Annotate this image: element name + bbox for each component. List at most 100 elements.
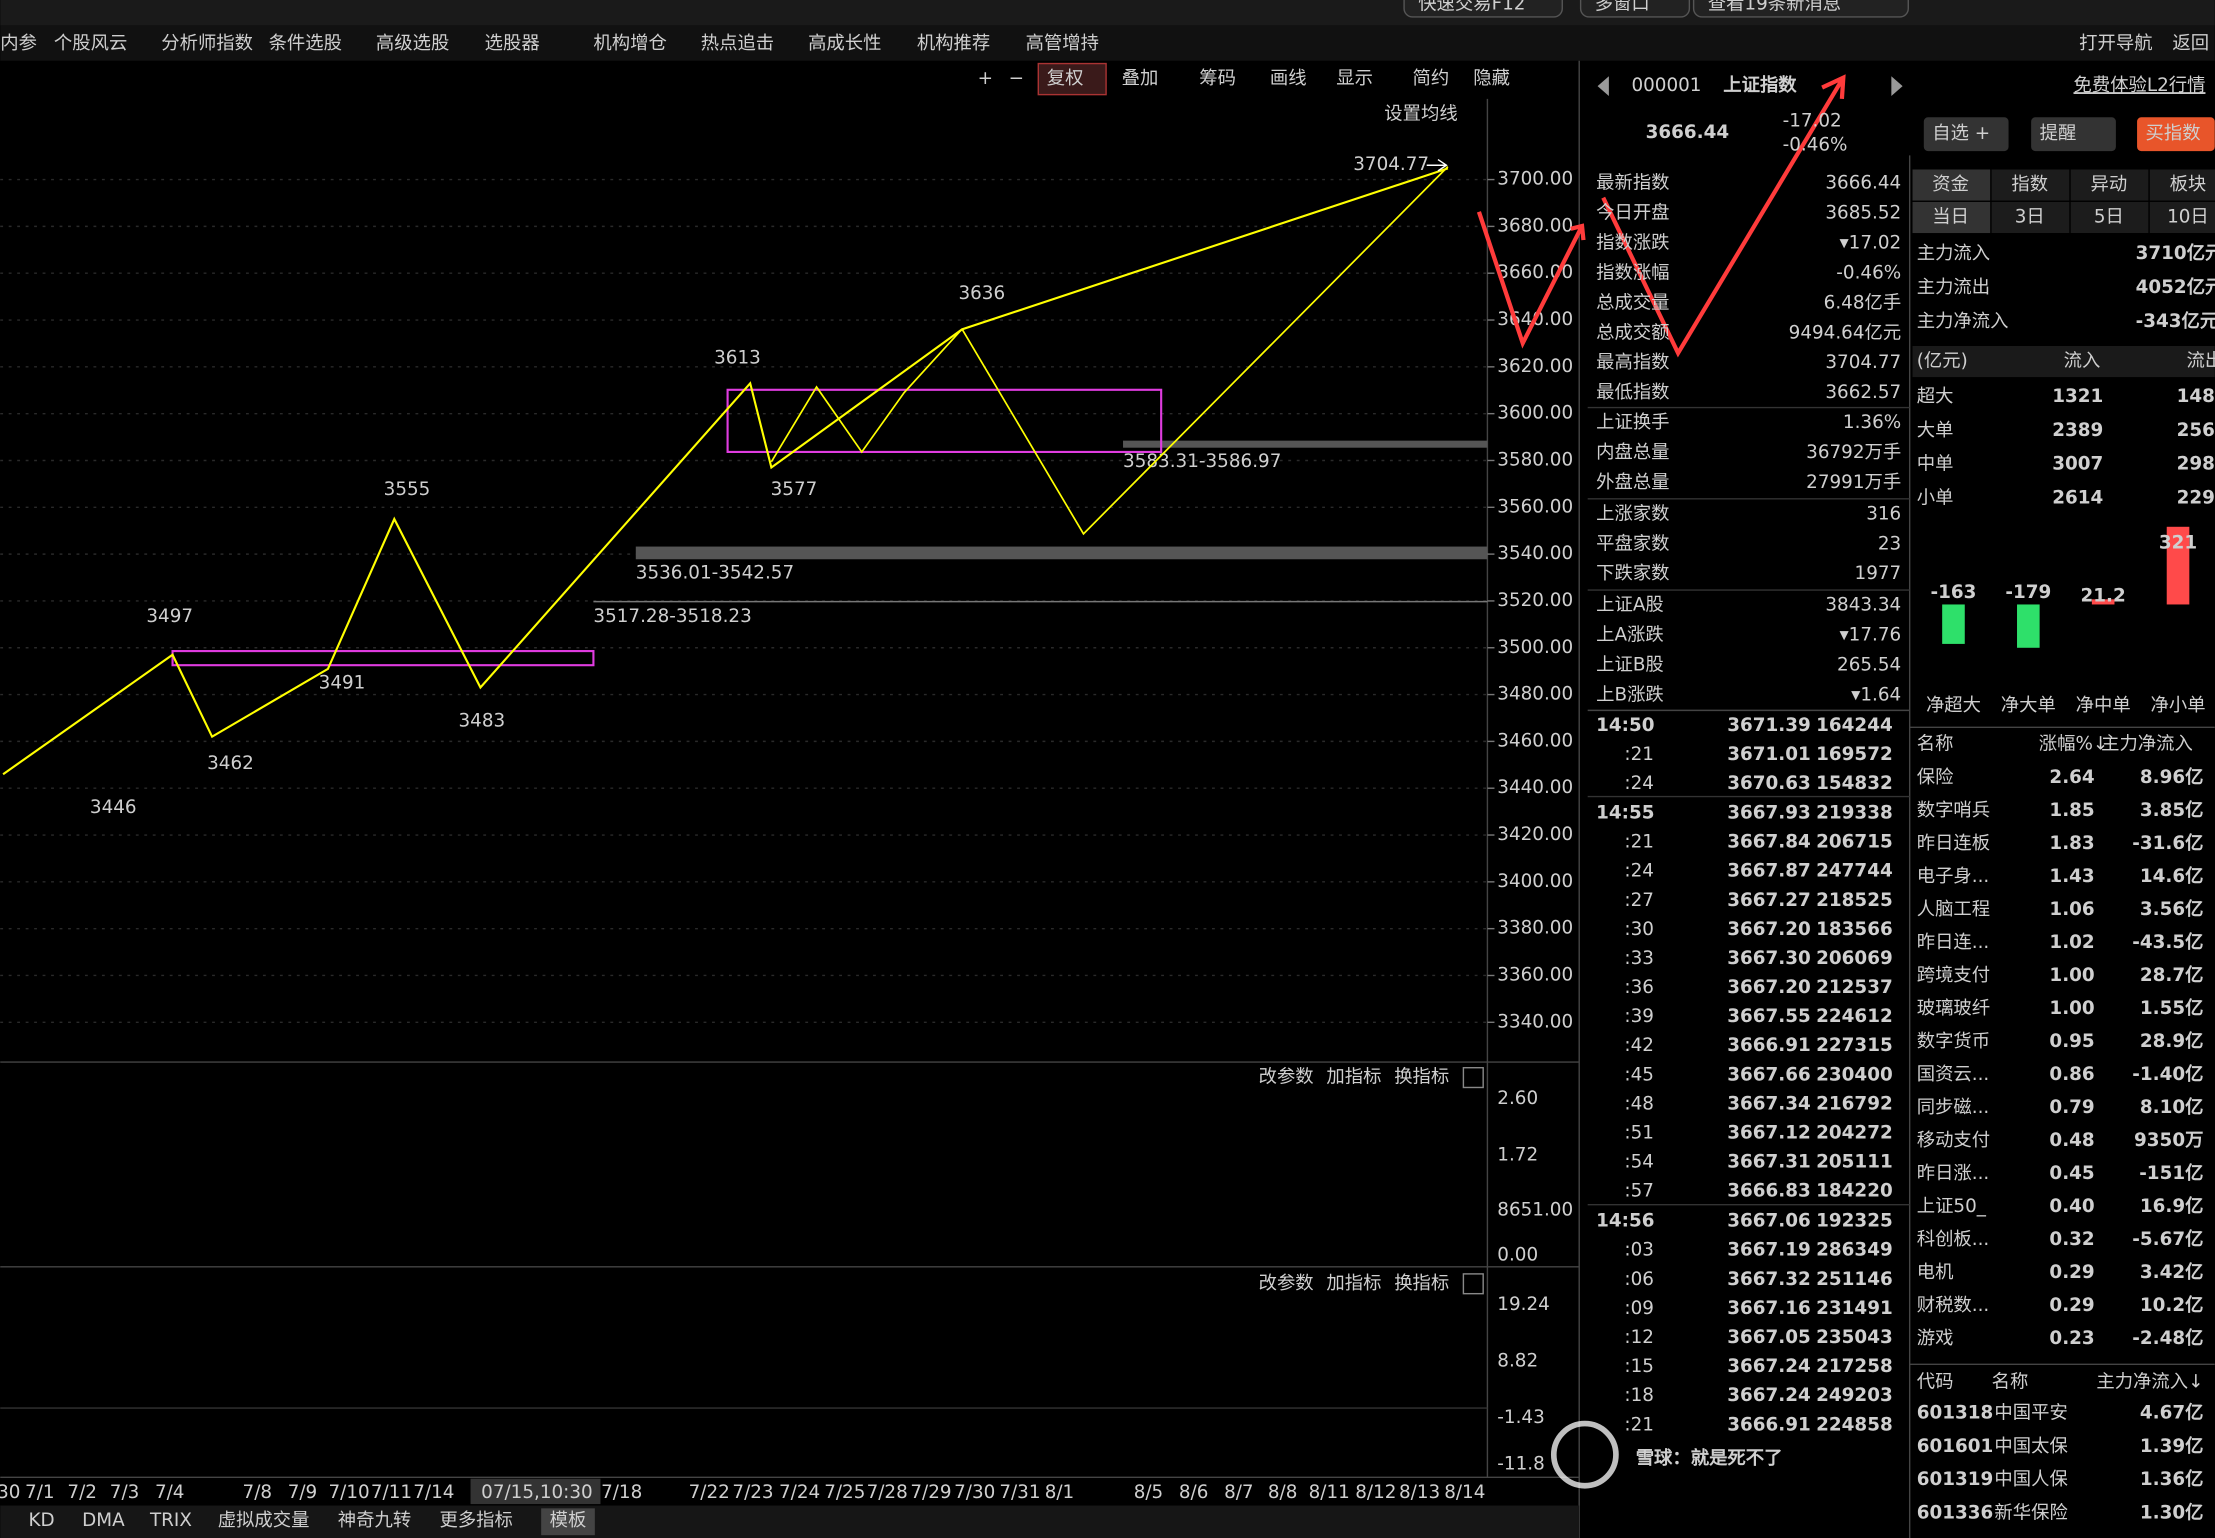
top-tab-label[interactable]: 查看19条新消息 — [1708, 0, 1841, 14]
toolbar-button[interactable]: 复权 — [1047, 68, 1084, 89]
sector-name[interactable]: 保险 — [1917, 767, 1954, 788]
indicator-tab[interactable]: 虚拟成交量 — [218, 1510, 310, 1531]
indicator-button[interactable]: 换指标 — [1394, 1067, 1449, 1088]
stock-name[interactable]: 中国人保 — [1994, 1469, 2067, 1490]
period-tab[interactable] — [2149, 201, 2215, 234]
toolbar-button[interactable]: 隐藏 — [1473, 68, 1510, 89]
toolbar-button[interactable]: − — [1009, 68, 1024, 89]
period-tab[interactable] — [1991, 201, 2070, 234]
toolbar-button[interactable]: 叠加 — [1122, 68, 1159, 89]
top-tab[interactable] — [1692, 0, 1909, 18]
menu-item[interactable]: 内参 — [0, 33, 37, 54]
stock-code[interactable]: 601601 — [1917, 1436, 1994, 1457]
sector-name[interactable]: 昨日连板 — [1917, 833, 1990, 854]
period-tab-label[interactable]: 10日 — [2167, 206, 2209, 227]
stock-name[interactable]: 中国太保 — [1994, 1436, 2067, 1457]
capital-tab-label[interactable]: 指数 — [2011, 174, 2048, 195]
indicator-button[interactable]: 改参数 — [1259, 1067, 1314, 1088]
action-button-label[interactable]: 提醒 — [2040, 123, 2077, 144]
toolbar-button[interactable]: 画线 — [1270, 68, 1307, 89]
table-header: (亿元) — [1917, 351, 1968, 372]
capital-tab[interactable] — [2070, 169, 2149, 201]
menu-item[interactable]: 高管增持 — [1026, 33, 1099, 54]
toolbar-button-bg[interactable] — [1037, 62, 1107, 96]
menu-item[interactable]: 高级选股 — [376, 33, 449, 54]
indicator-tab[interactable]: 神奇九转 — [338, 1510, 411, 1531]
period-tab[interactable] — [1912, 201, 1991, 234]
stock-name[interactable]: 新华保险 — [1994, 1502, 2067, 1523]
sector-name[interactable]: 人脑工程 — [1917, 899, 1990, 920]
sector-name[interactable]: 数字哨兵 — [1917, 800, 1990, 821]
top-tab-label[interactable]: 多窗口 — [1595, 0, 1650, 14]
indicator-button[interactable]: 加指标 — [1326, 1067, 1381, 1088]
stock-code[interactable]: 601336 — [1917, 1502, 1994, 1523]
ma-setting[interactable]: 设置均线 — [1384, 103, 1457, 124]
capital-tab-label[interactable]: 异动 — [2090, 174, 2127, 195]
stock-code[interactable]: 601319 — [1917, 1469, 1994, 1490]
indicator-tab[interactable]: 更多指标 — [439, 1510, 512, 1531]
sector-name[interactable]: 财税数... — [1917, 1295, 1990, 1316]
tick-price: 3667.19 — [1727, 1240, 1811, 1261]
sector-name[interactable]: 电子身... — [1917, 866, 1990, 887]
period-tab-label[interactable]: 当日 — [1932, 206, 1969, 227]
menu-item[interactable]: 条件选股 — [269, 33, 342, 54]
sector-name[interactable]: 玻璃玻纤 — [1917, 998, 1990, 1019]
sector-name[interactable]: 昨日连... — [1917, 932, 1990, 953]
stock-name[interactable]: 中国平安 — [1994, 1403, 2067, 1424]
stock-code[interactable]: 601318 — [1917, 1403, 1994, 1424]
sector-name[interactable]: 科创板... — [1917, 1229, 1990, 1250]
indicator-button[interactable]: 换指标 — [1394, 1273, 1449, 1294]
close-button[interactable] — [1462, 1066, 1484, 1089]
menu-item[interactable]: 机构推荐 — [917, 33, 990, 54]
indicator-button[interactable]: 改参数 — [1259, 1273, 1314, 1294]
menu-item[interactable]: 高成长性 — [808, 33, 881, 54]
top-tab[interactable] — [1579, 0, 1691, 18]
action-button[interactable] — [2031, 117, 2116, 152]
top-tab[interactable] — [1403, 0, 1563, 18]
action-button-label[interactable]: 自选 + — [1932, 123, 1990, 144]
menu-item[interactable]: 选股器 — [485, 33, 540, 54]
action-button-label[interactable]: 买指数 — [2146, 123, 2201, 144]
menu-item[interactable]: 热点追击 — [701, 33, 774, 54]
indicator-tab[interactable]: DMA — [82, 1510, 125, 1531]
sector-name[interactable]: 移动支付 — [1917, 1130, 1990, 1151]
sector-name[interactable]: 跨境支付 — [1917, 965, 1990, 986]
nav-arrow[interactable] — [1891, 76, 1903, 97]
period-tab-label[interactable]: 3日 — [2015, 206, 2045, 227]
promo-link[interactable]: 免费体验L2行情 — [2074, 75, 2206, 96]
capital-tab[interactable] — [1912, 169, 1991, 201]
period-tab-label[interactable]: 5日 — [2094, 206, 2124, 227]
capital-tab[interactable] — [1991, 169, 2070, 201]
indicator-tab[interactable]: TRIX — [149, 1510, 192, 1531]
capital-tab-label[interactable]: 板块 — [2170, 174, 2207, 195]
sector-name[interactable]: 国资云... — [1917, 1064, 1990, 1085]
indicator-tab[interactable]: 模板 — [550, 1510, 587, 1531]
sector-name[interactable]: 游戏 — [1917, 1328, 1954, 1349]
close-button[interactable] — [1462, 1273, 1484, 1295]
action-button[interactable] — [1923, 117, 2009, 152]
sector-name[interactable]: 电机 — [1917, 1262, 1954, 1283]
menu-item[interactable]: 返回 — [2172, 33, 2209, 54]
toolbar-button[interactable]: 简约 — [1413, 68, 1450, 89]
menu-item[interactable]: 机构增仓 — [593, 33, 666, 54]
capital-tab[interactable] — [2149, 169, 2215, 201]
capital-tab-label[interactable]: 资金 — [1932, 174, 1969, 195]
top-tab-label[interactable]: 快速交易F12 — [1418, 0, 1525, 14]
tab-active-bg[interactable] — [541, 1508, 595, 1536]
indicator-button[interactable]: 加指标 — [1326, 1273, 1381, 1294]
menu-item[interactable]: 分析师指数 — [161, 33, 253, 54]
sector-name[interactable]: 上证50_ — [1917, 1196, 1987, 1217]
sector-name[interactable]: 昨日涨... — [1917, 1163, 1990, 1184]
x-tick-label: 7/3 — [110, 1482, 140, 1503]
nav-arrow[interactable] — [1597, 76, 1609, 97]
menu-item[interactable]: 打开导航 — [2079, 33, 2152, 54]
indicator-tab[interactable]: KD — [28, 1510, 54, 1531]
sector-name[interactable]: 数字货币 — [1917, 1031, 1990, 1052]
period-tab[interactable] — [2070, 201, 2149, 234]
toolbar-button[interactable]: + — [978, 68, 993, 89]
action-button[interactable] — [2137, 117, 2215, 152]
toolbar-button[interactable]: 筹码 — [1199, 68, 1236, 89]
menu-item[interactable]: 个股风云 — [54, 33, 127, 54]
toolbar-button[interactable]: 显示 — [1336, 68, 1373, 89]
sector-name[interactable]: 同步磁... — [1917, 1097, 1990, 1118]
